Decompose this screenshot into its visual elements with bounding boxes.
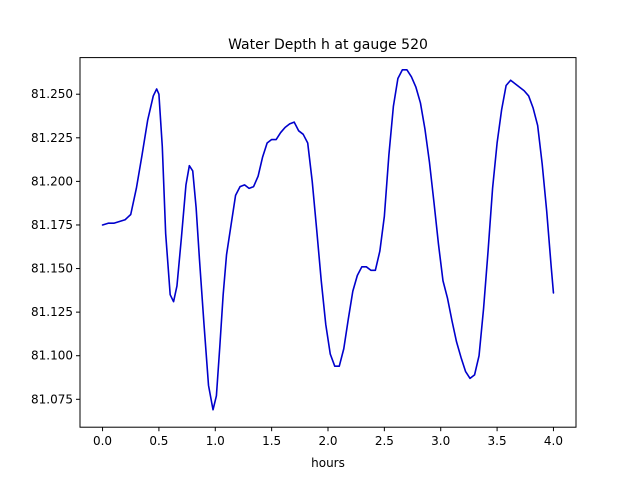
x-axis-ticks: 0.0 0.5 1.0 1.5 2.0 2.5 3.0 3.5 4.0 (93, 427, 563, 448)
x-tick-label: 1.5 (262, 434, 281, 448)
y-tick-label: 81.225 (31, 131, 73, 145)
x-tick-label: 0.0 (93, 434, 112, 448)
x-tick-label: 3.5 (488, 434, 507, 448)
y-tick-label: 81.125 (31, 305, 73, 319)
x-tick-label: 3.0 (431, 434, 450, 448)
x-tick-label: 4.0 (544, 434, 563, 448)
plot-area-frame (79, 57, 577, 428)
x-tick-label: 2.5 (375, 434, 394, 448)
x-tick-label: 0.5 (149, 434, 168, 448)
y-tick-label: 81.075 (31, 392, 73, 406)
series-layer (101, 69, 555, 411)
y-tick-label: 81.150 (31, 262, 73, 276)
chart-title: Water Depth h at gauge 520 (228, 37, 428, 53)
y-tick-label: 81.100 (31, 349, 73, 363)
y-tick-label: 81.175 (31, 218, 73, 232)
y-tick-label: 81.250 (31, 87, 73, 101)
x-tick-label: 2.0 (318, 434, 337, 448)
x-axis-label: hours (311, 456, 345, 470)
series-line-0 (101, 69, 555, 411)
y-tick-label: 81.200 (31, 174, 73, 188)
y-axis-ticks: 81.075 81.100 81.125 81.150 81.175 81.200 81.2… (31, 87, 80, 406)
x-tick-label: 1.0 (206, 434, 225, 448)
